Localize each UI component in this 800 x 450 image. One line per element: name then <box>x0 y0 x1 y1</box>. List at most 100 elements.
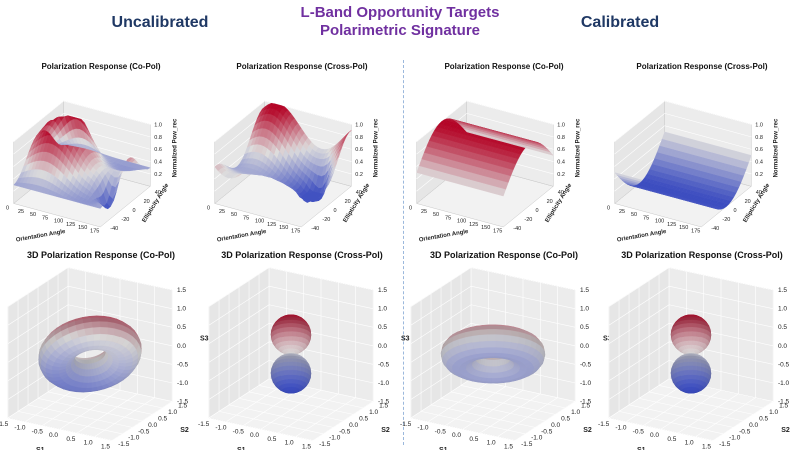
z-tick-label: 0.5 <box>580 324 589 331</box>
uncal-3d-cross-pol-panel: 3D Polarization Response (Cross-Pol) -1.… <box>198 250 410 450</box>
y-tick-label: -20 <box>322 217 330 223</box>
y-tick-label: 40 <box>756 190 762 196</box>
x-tick-label: 1.0 <box>285 440 294 447</box>
x-axis-label: Orientation Angle <box>16 229 67 244</box>
calibrated-label: Calibrated <box>580 14 660 31</box>
uncal-3d-co-pol-chart: -1.5-1.0-0.50.00.51.01.5-1.5-1.0-0.50.00… <box>0 267 209 450</box>
grid-line <box>208 417 314 441</box>
y-tick-label: 1.0 <box>571 409 580 416</box>
x-tick-label: 0 <box>6 206 9 212</box>
grid-line <box>466 113 554 138</box>
y-tick-label: -20 <box>722 217 730 223</box>
x-tick-label: 25 <box>219 209 225 215</box>
surface-patch <box>283 369 289 376</box>
grid-line <box>614 137 665 180</box>
x-tick-label: 175 <box>90 228 99 234</box>
grid-line <box>63 113 151 138</box>
grid-line <box>638 398 744 422</box>
z-tick-label: 0.6 <box>557 147 565 153</box>
uncal-3d-cross-pol-chart: -1.5-1.0-0.50.00.51.01.5 -1.5-1.0-0.50.00… <box>198 267 410 450</box>
y-tick-label: -40 <box>311 226 319 232</box>
panel-title: 3D Polarization Response (Cross-Pol) <box>221 250 383 260</box>
surface-patch <box>279 331 285 338</box>
surface-patch <box>287 365 293 371</box>
grid-line <box>712 401 774 441</box>
z-tick-label: 1.5 <box>177 287 186 294</box>
surface-patch <box>98 317 108 323</box>
surface-patch <box>80 362 83 370</box>
x-tick-label: 50 <box>631 212 637 218</box>
x-tick-label: 175 <box>493 228 502 234</box>
surface-patch <box>93 333 101 341</box>
surface <box>614 131 752 210</box>
surface-patch <box>291 317 297 321</box>
grid-line <box>27 404 133 428</box>
y-tick-label: -1.0 <box>329 435 341 442</box>
surface-patch <box>488 352 496 357</box>
surface-patch <box>491 377 497 382</box>
z-tick-label: 0.0 <box>177 343 186 350</box>
x-tick-label: 50 <box>30 212 36 218</box>
x-axis-label: S1 <box>36 447 45 450</box>
x-axis-label: Orientation Angle <box>617 229 668 244</box>
y-axis-label: S2 <box>583 427 592 434</box>
panel-title: Polarization Response (Cross-Pol) <box>236 62 368 71</box>
uncal-co-pol-panel: Polarization Response (Co-Pol) 0 25 50 75 10… <box>2 62 200 244</box>
y-tick-label: 0.0 <box>551 422 560 429</box>
surface-patch <box>495 329 504 336</box>
x-tick-label: 150 <box>78 225 87 231</box>
x-tick-label: 175 <box>291 228 300 234</box>
x-tick-label: -1.0 <box>417 425 429 432</box>
z-tick-label: 1.0 <box>378 306 387 313</box>
x-tick-label: 75 <box>243 215 249 221</box>
y-tick-label: 40 <box>558 190 564 196</box>
grid-line <box>614 113 665 155</box>
x-tick-label: -1.0 <box>14 425 26 432</box>
x-tick-label: -1.5 <box>198 421 210 428</box>
z-axis-label: Normalized Pow_rec <box>575 118 581 177</box>
x-tick-label: 150 <box>679 225 688 231</box>
x-tick-label: 0.0 <box>452 432 461 439</box>
y-tick-label: -0.5 <box>541 428 553 435</box>
z-tick-label: 0.6 <box>755 147 763 153</box>
grid-line <box>460 385 566 409</box>
grid-line <box>466 100 554 125</box>
z-tick-label: 0.6 <box>154 147 162 153</box>
x-tick-label: 0.5 <box>66 436 75 443</box>
grid-line <box>420 411 526 435</box>
surface-patch <box>283 358 289 363</box>
surface-patch <box>283 327 289 333</box>
x-tick-label: 0 <box>207 206 210 212</box>
grid-line <box>248 391 354 415</box>
surface-patch <box>91 321 101 328</box>
y-tick-label: -40 <box>110 226 118 232</box>
x-tick-label: 25 <box>619 209 625 215</box>
cal-3d-co-pol-chart: -1.5-1.0-0.50.00.51.01.5 -1.5-1.0-0.50.00… <box>400 267 612 450</box>
grid-line <box>238 398 344 422</box>
grid-line <box>430 404 536 428</box>
surface-patch <box>84 327 94 336</box>
surface <box>440 324 546 384</box>
y-tick-label: 20 <box>345 199 351 205</box>
y-tick-label: 20 <box>144 199 150 205</box>
z-tick-label: 1.5 <box>378 287 387 294</box>
y-tick-label: 1.0 <box>168 409 177 416</box>
y-tick-label: 0.0 <box>148 422 157 429</box>
figure-title: L-Band Opportunity Targets <box>300 4 500 21</box>
grid-line <box>13 100 64 142</box>
surface-patch <box>288 378 293 384</box>
figure-subtitle: Polarimetric Signature <box>319 22 481 39</box>
panel-title: 3D Polarization Response (Co-Pol) <box>26 250 176 260</box>
z-tick-label: 1.5 <box>580 287 589 294</box>
surface-patch <box>296 331 301 338</box>
grid-line <box>7 417 113 441</box>
y-tick-label: 0.5 <box>158 415 167 422</box>
surface-patch <box>494 346 503 354</box>
z-tick-label: 0.2 <box>154 172 162 178</box>
z-tick-label: -1.0 <box>580 380 592 387</box>
surface-patch <box>495 334 504 342</box>
y-tick-label: -1.5 <box>521 441 533 448</box>
surface-patch <box>51 369 60 374</box>
surface-patch <box>491 359 495 367</box>
section-divider <box>403 60 404 445</box>
